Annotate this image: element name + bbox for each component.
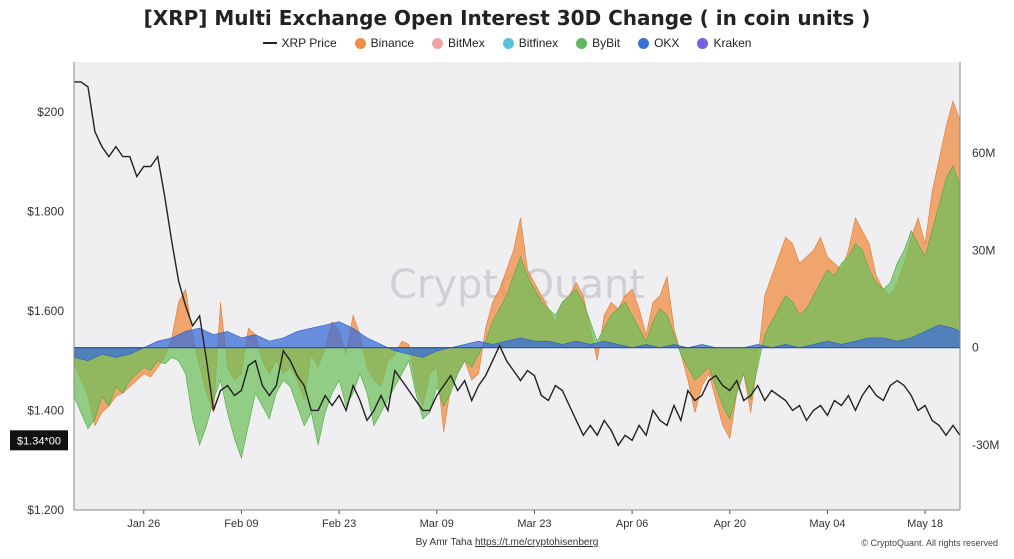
legend-item-bitfinex[interactable]: Bitfinex xyxy=(502,36,559,50)
x-tick-label: May 04 xyxy=(809,518,845,530)
legend-item-bybit[interactable]: ByBit xyxy=(576,36,620,50)
okx-area xyxy=(73,321,961,362)
legend-label: BitMex xyxy=(448,36,485,50)
y-right-tick-label: 60M xyxy=(972,146,995,160)
y-left-tick-label: $1.400 xyxy=(27,403,64,417)
y-left-tick-label: $200 xyxy=(37,105,64,119)
y-right-tick-label: 30M xyxy=(972,243,995,257)
legend-label: Bitfinex xyxy=(518,36,559,50)
legend-marker xyxy=(638,37,650,49)
legend-marker xyxy=(502,37,514,49)
legend-item-binance[interactable]: Binance xyxy=(354,36,415,50)
x-tick-label: Apr 20 xyxy=(714,518,746,530)
x-tick-label: Apr 06 xyxy=(616,518,648,530)
legend-item-xrp-price[interactable]: XRP Price xyxy=(262,36,337,50)
legend-item-okx[interactable]: OKX xyxy=(638,36,679,50)
current-price-badge xyxy=(10,430,68,451)
x-tick-label: Feb 23 xyxy=(322,518,356,530)
legend-marker xyxy=(432,37,444,49)
legend-marker xyxy=(262,42,277,44)
y-left-tick-label: $1.600 xyxy=(27,304,64,318)
copyright-text: © CryptoQuant. All rights reserved xyxy=(861,538,998,548)
author-link[interactable]: https://t.me/cryptohisenberg xyxy=(474,537,599,548)
legend-label: Kraken xyxy=(713,36,752,50)
legend-marker xyxy=(697,37,709,49)
xrp-price-line xyxy=(74,81,961,447)
x-tick-label: May 18 xyxy=(907,518,943,530)
y-left-tick-label: $1.800 xyxy=(27,204,64,218)
y-right-tick-label: -30M xyxy=(972,438,999,452)
y-left-tick-label: $1.200 xyxy=(27,503,64,517)
legend-label: OKX xyxy=(654,36,680,50)
author-credit: By Amr Taha https://t.me/cryptohisenberg xyxy=(0,537,1014,548)
chart-title: [XRP] Multi Exchange Open Interest 30D C… xyxy=(143,6,871,30)
legend-item-bitmex[interactable]: BitMex xyxy=(432,36,485,50)
legend-marker xyxy=(354,37,366,49)
legend-label: ByBit xyxy=(592,36,621,50)
current-price-label: $1.34*00 xyxy=(17,435,61,447)
legend-marker xyxy=(576,37,588,49)
x-tick-label: Mar 23 xyxy=(517,518,551,530)
x-tick-label: Feb 09 xyxy=(224,518,258,530)
author-name: By Amr Taha xyxy=(415,537,475,548)
y-right-tick-label: 0 xyxy=(972,341,979,355)
legend-label: Binance xyxy=(370,36,415,50)
legend-item-kraken[interactable]: Kraken xyxy=(697,36,751,50)
legend-label: XRP Price xyxy=(281,36,337,50)
chart-legend: XRP Price Binance BitMex Bitfinex ByBit OKX Kr… xyxy=(0,36,1014,50)
x-tick-label: Jan 26 xyxy=(127,518,160,530)
x-tick-label: Mar 09 xyxy=(420,518,454,530)
